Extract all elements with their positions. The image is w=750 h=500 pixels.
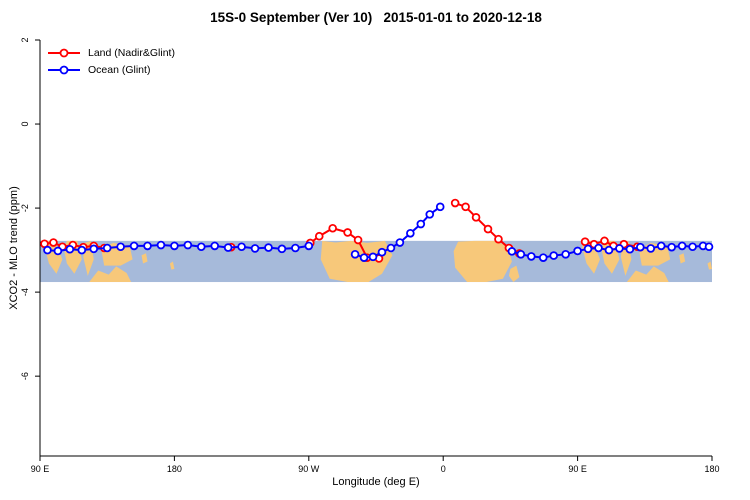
land-mass [141, 253, 148, 264]
ocean-data-point [435, 202, 445, 212]
ocean-data-point [291, 243, 300, 253]
ocean-data-point [116, 242, 125, 252]
ocean-data-point [277, 244, 287, 254]
ocean-data-point [386, 243, 396, 253]
land-data-point [343, 228, 352, 237]
axes [35, 39, 713, 461]
land-data-point [483, 224, 493, 234]
y-axis-label: XCO2 - MLO trend (ppm) [8, 186, 20, 310]
ocean-data-point [667, 242, 676, 252]
x-tick-label: 90 W [298, 464, 320, 474]
land-mass [679, 253, 686, 264]
ocean-data-point [156, 240, 166, 250]
ocean-data-point [250, 244, 260, 253]
land-data-point [600, 236, 609, 246]
x-axis-label: Longitude (deg E) [332, 476, 420, 488]
ocean-data-point [53, 246, 63, 256]
ocean-data-point [636, 242, 645, 252]
ocean-data-point [416, 219, 426, 229]
ocean-data-point [549, 251, 559, 260]
land-data-point [353, 235, 363, 245]
ocean-series-glyph-icon [48, 65, 80, 74]
legend: Land (Nadir&Glint) Ocean (Glint) [46, 44, 175, 78]
x-tick-label: 0 [441, 464, 446, 474]
ocean-data-point [507, 247, 517, 256]
y-tick-label: -4 [20, 288, 30, 296]
x-tick-label: 90 E [568, 464, 587, 474]
land-data-point [471, 213, 481, 222]
ocean-data-point [183, 240, 193, 250]
land-mass [707, 261, 712, 270]
ocean-data-point [527, 252, 536, 261]
series-ocean [43, 202, 714, 262]
land-mass [626, 266, 669, 283]
ocean-data-point [170, 241, 179, 251]
ocean-data-point [77, 245, 87, 255]
chart-title: 15S-0 September (Ver 10) 2015-01-01 to 2… [210, 10, 542, 25]
ocean-data-point [538, 253, 548, 262]
ocean-data-point [237, 242, 246, 252]
ocean-data-point [395, 238, 405, 247]
land-mass [320, 240, 393, 283]
land-mass [89, 266, 132, 283]
land-data-point [314, 231, 324, 241]
land-mass [169, 261, 175, 270]
ocean-data-point [646, 244, 656, 253]
ocean-data-point [704, 242, 714, 252]
ocean-data-point [516, 250, 526, 259]
ocean-data-point [688, 242, 697, 252]
x-tick-label: 90 E [31, 464, 50, 474]
ocean-data-point [65, 244, 75, 254]
ocean-data-point [604, 245, 614, 255]
ocean-data-point [594, 243, 603, 253]
legend-label-ocean: Ocean (Glint) [88, 63, 151, 76]
x-tick-label: 180 [167, 464, 182, 474]
ocean-data-point [425, 210, 435, 219]
ocean-data-point [656, 241, 666, 251]
ocean-data-point [406, 228, 415, 238]
land-data-point [461, 202, 470, 212]
legend-item-land: Land (Nadir&Glint) [46, 44, 175, 61]
ocean-data-point [196, 242, 206, 252]
ocean-data-point [129, 241, 139, 251]
ocean-data-point [561, 250, 570, 259]
ocean-data-point [350, 250, 360, 259]
land-series-glyph-icon [48, 48, 80, 57]
ocean-data-point [573, 246, 582, 256]
ocean-data-point [368, 252, 378, 262]
land-data-point [494, 234, 503, 244]
y-tick-label: -2 [20, 204, 30, 212]
land-mass [508, 265, 520, 283]
ocean-data-point [223, 243, 233, 252]
land-data-point [450, 198, 460, 208]
ocean-data-point [43, 245, 52, 255]
ocean-data-point [615, 244, 624, 253]
ocean-data-point [143, 241, 152, 251]
y-tick-label: 2 [20, 37, 30, 42]
legend-label-land: Land (Nadir&Glint) [88, 46, 175, 59]
x-tick-label: 180 [704, 464, 719, 474]
ocean-data-point [583, 244, 593, 254]
y-tick-label: -6 [20, 372, 30, 380]
ocean-data-point [625, 244, 635, 254]
land-data-point [328, 223, 337, 233]
land-data-point [49, 238, 58, 247]
legend-item-ocean: Ocean (Glint) [46, 61, 175, 78]
ocean-data-point [264, 243, 273, 252]
ocean-data-point [677, 241, 687, 251]
ocean-data-point [304, 241, 314, 251]
ocean-data-point [102, 243, 112, 253]
ocean-data-point [89, 244, 99, 254]
ocean-data-point [210, 241, 220, 251]
y-tick-label: 0 [20, 122, 30, 127]
land-marker-glyph [59, 48, 69, 57]
ocean-data-point [377, 247, 387, 257]
land-data-point [580, 237, 590, 246]
tick-labels: 90 E 180 90 W 0 90 E 180 2 0 -2 -4 -6 [20, 37, 720, 474]
land-mass [453, 240, 512, 283]
ocean-marker-glyph [59, 65, 69, 74]
ocean-data-point [359, 253, 369, 262]
